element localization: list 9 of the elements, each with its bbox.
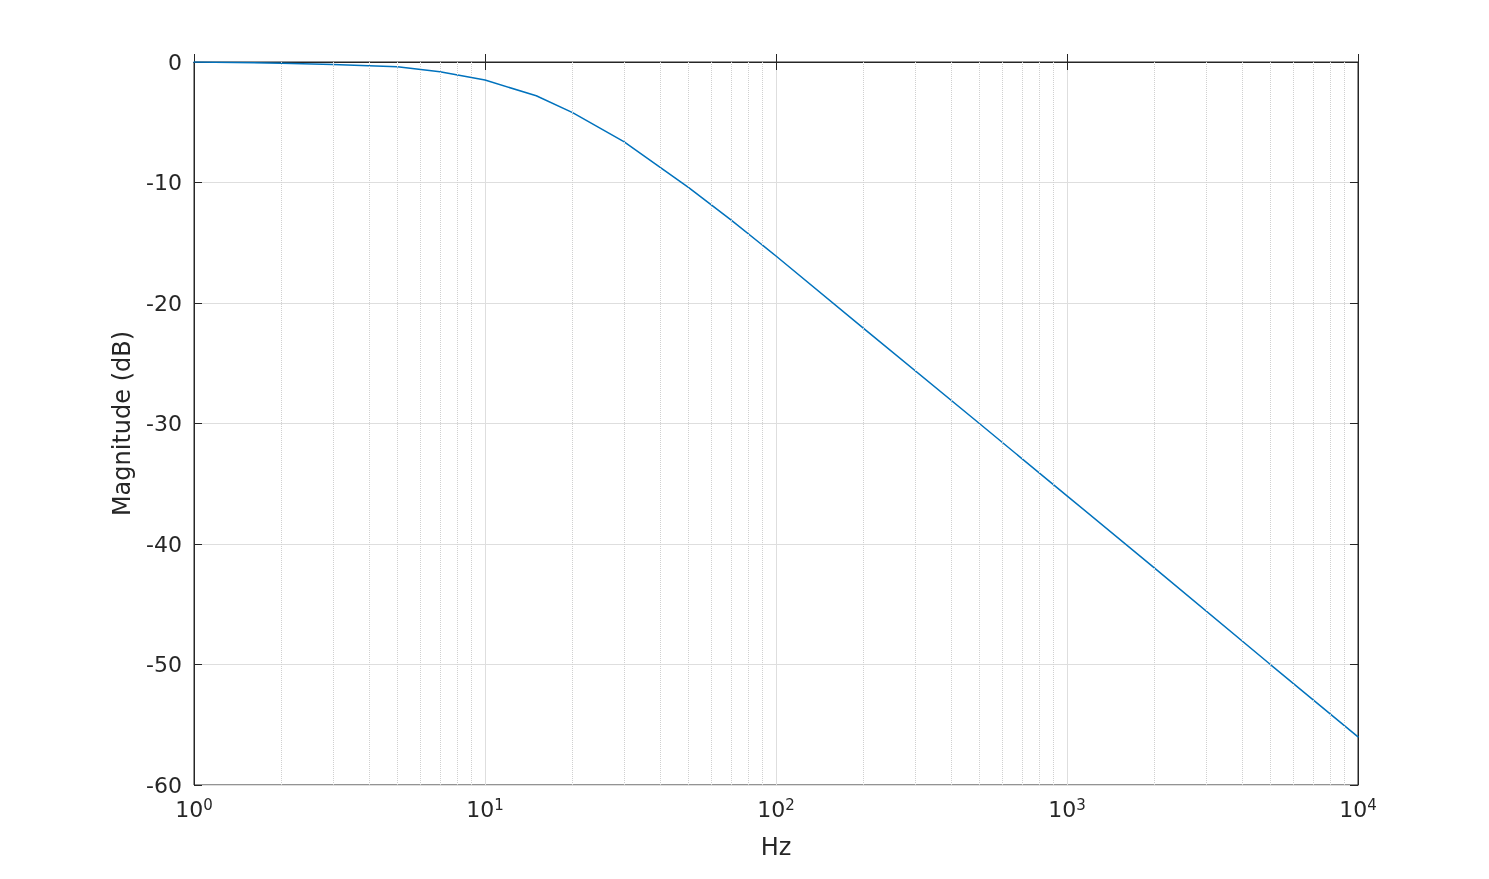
- y-tick-label: -20: [146, 290, 182, 316]
- x-axis-title: Hz: [760, 833, 792, 861]
- y-tick-label: -30: [146, 411, 182, 436]
- y-tick-label: 0: [168, 49, 182, 75]
- y-tick-label: -10: [146, 170, 182, 195]
- y-tick-label: -40: [146, 531, 182, 557]
- y-axis-title: Magnitude (dB): [108, 330, 136, 517]
- y-tick-label: -50: [146, 652, 182, 677]
- y-tick-label: -60: [146, 772, 182, 798]
